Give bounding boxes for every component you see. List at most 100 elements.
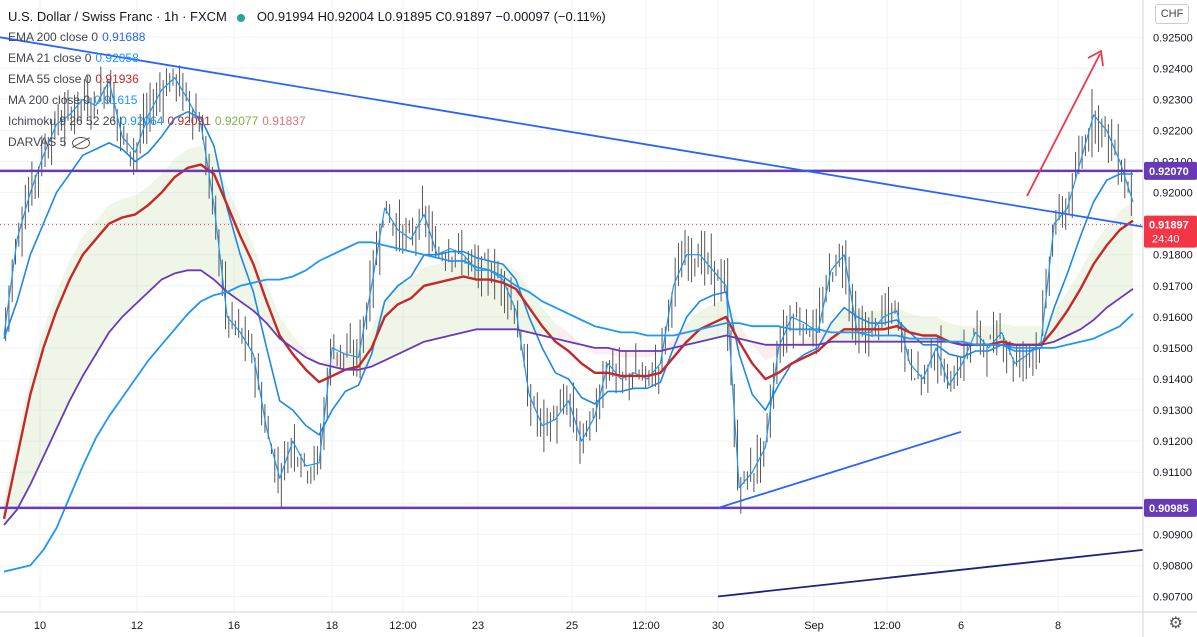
- y-tick-label: 0.91700: [1153, 281, 1193, 293]
- price-axis[interactable]: 0.907000.908000.909000.910000.911000.912…: [1142, 0, 1197, 637]
- cloud-segment: [476, 260, 490, 330]
- indicator-value: 0.92091: [167, 114, 211, 128]
- cloud-segment: [109, 198, 123, 333]
- cloud-segment: [1027, 326, 1042, 345]
- x-tick-label: 16: [228, 620, 240, 632]
- x-tick-label: 12: [131, 620, 143, 632]
- y-tick-label: 0.91200: [1153, 436, 1193, 448]
- indicator-row[interactable]: EMA 55 close 0 0.91936: [8, 69, 606, 90]
- grid: [0, 0, 1143, 612]
- market-status-icon: [236, 13, 245, 22]
- cloud-segment: [1106, 211, 1120, 308]
- cloud-segment: [82, 220, 96, 376]
- cloud-segment: [437, 260, 451, 339]
- cloud-segment: [752, 341, 766, 361]
- cloud-segment: [555, 323, 569, 342]
- y-tick-label: 0.91500: [1153, 343, 1193, 355]
- cloud-segment: [699, 304, 713, 342]
- cloud-segment: [647, 351, 661, 358]
- cloud-segment: [292, 335, 306, 358]
- y-tick-label: 0.92500: [1153, 32, 1193, 44]
- cloud-segment: [778, 344, 792, 355]
- legend-title-row: U.S. Dollar / Swiss Franc · 1h · FXCM O0.…: [8, 6, 606, 27]
- cloud-segment: [1093, 226, 1107, 320]
- cloud-segment: [660, 338, 674, 355]
- cloud-segment: [686, 310, 700, 345]
- cloud-segment: [988, 323, 1002, 345]
- cloud-segment: [515, 270, 530, 333]
- cloud-segment: [594, 347, 608, 355]
- cloud-segment: [949, 323, 963, 345]
- price-label-box: [1144, 498, 1197, 517]
- cloud-segment: [332, 351, 346, 370]
- cloud-segment: [95, 205, 110, 355]
- y-tick-label: 0.90800: [1153, 560, 1193, 572]
- arrow-head: [1087, 49, 1104, 67]
- drawings: [0, 36, 1144, 598]
- x-tick-label: 12:00: [389, 620, 417, 632]
- cloud-segment: [1119, 201, 1133, 299]
- cloud-segment: [69, 236, 83, 401]
- cloud-segment: [240, 217, 254, 311]
- x-tick-label: 8: [1055, 620, 1061, 632]
- indicator-name: Ichimoku 9 26 52 26: [8, 114, 117, 128]
- cloud-segment: [397, 279, 411, 355]
- indicator-row[interactable]: DARVAS 5: [8, 132, 606, 153]
- y-tick-label: 0.92300: [1153, 94, 1193, 106]
- cloud-segment: [200, 146, 215, 280]
- cloud-segment: [358, 329, 372, 370]
- price-label: 0.90985: [1149, 503, 1189, 515]
- y-tick-label: 0.91800: [1153, 250, 1193, 262]
- cloud-segment: [227, 186, 241, 302]
- cloud-segment: [1054, 292, 1068, 342]
- indicator-row[interactable]: EMA 21 close 0 0.92058: [8, 48, 606, 69]
- cloud-segment: [844, 310, 858, 342]
- hidden-eye-icon[interactable]: [72, 136, 91, 149]
- arrow-shaft: [1026, 53, 1101, 197]
- cloud-segment: [424, 264, 438, 342]
- ma200-line: [3, 241, 1134, 573]
- y-tick-label: 0.91100: [1153, 467, 1192, 479]
- x-tick-label: 12:00: [632, 620, 660, 632]
- cloud-segment: [489, 260, 503, 330]
- indicator-name: EMA 55 close 0: [8, 72, 92, 86]
- ema55-line: [2, 163, 1134, 520]
- price-label-box: [1144, 161, 1197, 180]
- y-tick-label: 0.91600: [1153, 312, 1193, 324]
- x-tick-label: 25: [566, 620, 578, 632]
- cloud-segment: [765, 344, 779, 361]
- indicator-row[interactable]: MA 200 close 0 0.91615: [8, 90, 606, 111]
- indicator-row[interactable]: EMA 200 close 0 0.91688: [8, 27, 606, 48]
- y-tick-label: 0.90700: [1153, 591, 1193, 603]
- cloud-segment: [870, 310, 884, 342]
- indicator-row[interactable]: Ichimoku 9 26 52 26 0.92064 0.92091 0.92077…: [8, 111, 606, 132]
- current-price-label: 0.91897: [1149, 220, 1189, 232]
- time-axis[interactable]: 10 12 16 18 12:00 23 25 12:00 30 Sep 12:00 6 8: [0, 611, 1197, 632]
- cloud-segment: [161, 158, 175, 280]
- cloud-segment: [621, 351, 635, 358]
- y-tick-label: 0.92400: [1153, 63, 1193, 75]
- currency-button[interactable]: CHF: [1155, 4, 1189, 24]
- indicator-value: 0.91837: [262, 114, 306, 128]
- symbol-title[interactable]: U.S. Dollar / Swiss Franc · 1h · FXCM: [8, 9, 227, 24]
- cloud-segment: [305, 351, 320, 364]
- gear-icon[interactable]: ⚙: [1168, 615, 1183, 632]
- x-tick-label: 23: [472, 620, 484, 632]
- ohlc-values: O0.91994 H0.92004 L0.91895 C0.91897 −0.0…: [256, 9, 606, 24]
- cloud-segment: [791, 338, 805, 345]
- x-tick-label: 12:00: [873, 620, 901, 632]
- y-tick-label: 0.92000: [1153, 188, 1193, 200]
- cloud-segment: [30, 329, 44, 485]
- trend-line: [717, 548, 1144, 598]
- ema21-line: [3, 111, 1133, 436]
- cloud-segment: [712, 298, 727, 339]
- trend-line: [717, 430, 962, 509]
- indicator-name: DARVAS 5: [8, 135, 67, 149]
- cloud-segment: [148, 173, 162, 293]
- indicator-name: MA 200 close 0: [8, 93, 91, 107]
- price-label: 0.92070: [1149, 166, 1189, 178]
- trend-line: [0, 36, 1144, 228]
- indicator-value: 0.91615: [94, 93, 138, 107]
